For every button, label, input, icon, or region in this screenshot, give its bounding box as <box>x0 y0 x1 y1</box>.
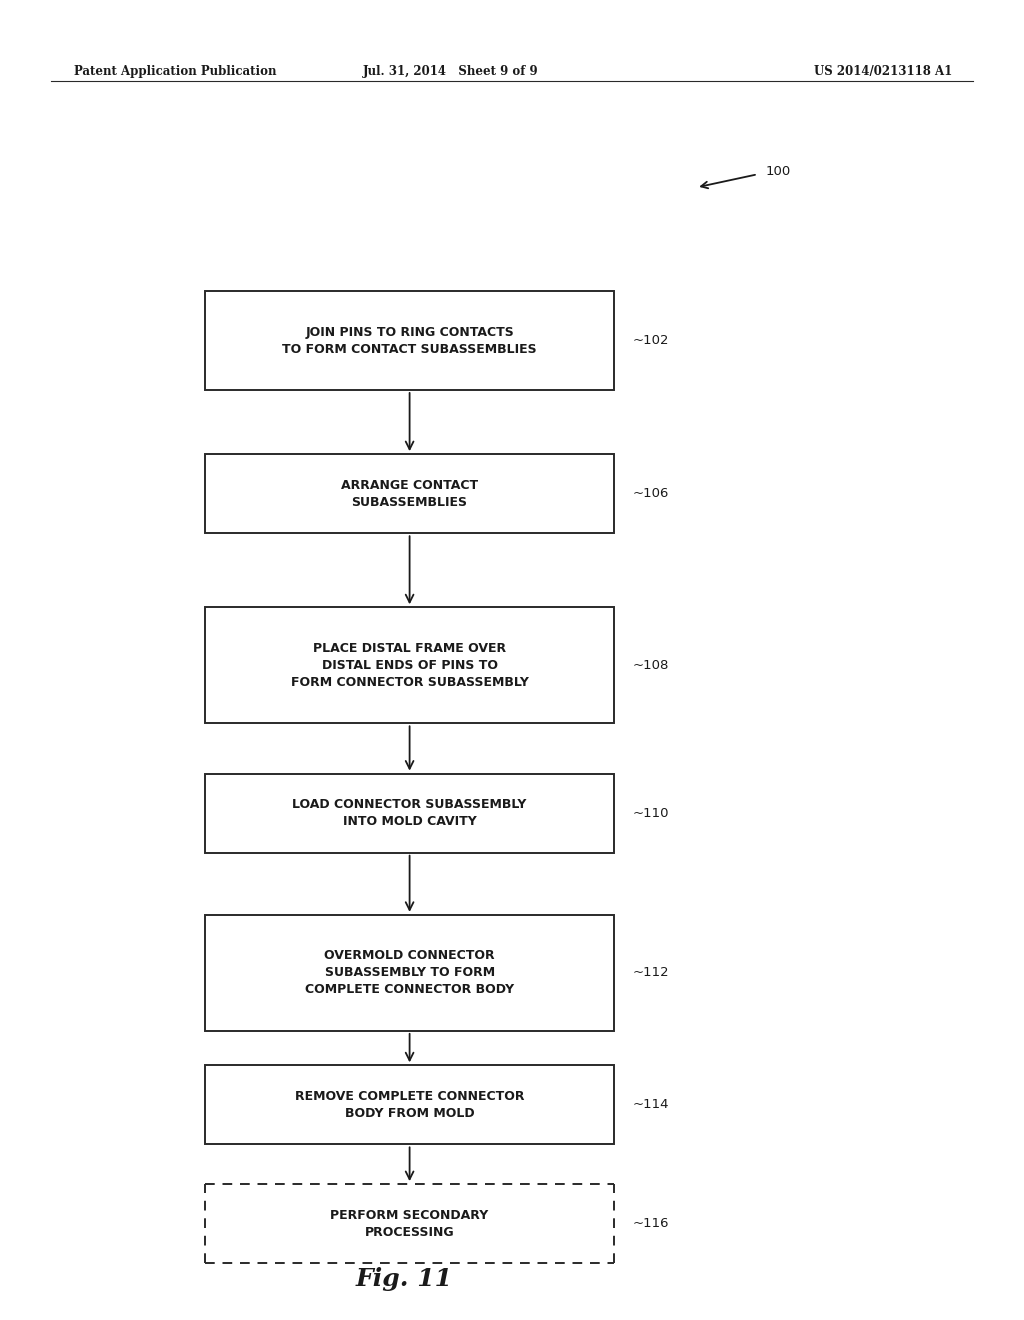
Text: Jul. 31, 2014   Sheet 9 of 9: Jul. 31, 2014 Sheet 9 of 9 <box>362 65 539 78</box>
Text: ARRANGE CONTACT
SUBASSEMBLIES: ARRANGE CONTACT SUBASSEMBLIES <box>341 479 478 508</box>
Text: ~114: ~114 <box>633 1098 670 1111</box>
Text: PLACE DISTAL FRAME OVER
DISTAL ENDS OF PINS TO
FORM CONNECTOR SUBASSEMBLY: PLACE DISTAL FRAME OVER DISTAL ENDS OF P… <box>291 642 528 689</box>
Text: ~108: ~108 <box>633 659 670 672</box>
Text: JOIN PINS TO RING CONTACTS
TO FORM CONTACT SUBASSEMBLIES: JOIN PINS TO RING CONTACTS TO FORM CONTA… <box>283 326 537 355</box>
Text: PERFORM SECONDARY
PROCESSING: PERFORM SECONDARY PROCESSING <box>331 1209 488 1238</box>
Bar <box>205 1065 614 1144</box>
Text: Patent Application Publication: Patent Application Publication <box>74 65 276 78</box>
Text: ~112: ~112 <box>633 966 670 979</box>
Bar <box>205 915 614 1031</box>
Text: ~110: ~110 <box>633 807 670 820</box>
Bar <box>205 607 614 723</box>
Text: 100: 100 <box>766 165 792 178</box>
Text: US 2014/0213118 A1: US 2014/0213118 A1 <box>814 65 952 78</box>
Bar <box>205 290 614 391</box>
Text: LOAD CONNECTOR SUBASSEMBLY
INTO MOLD CAVITY: LOAD CONNECTOR SUBASSEMBLY INTO MOLD CAV… <box>293 799 526 828</box>
Text: ~106: ~106 <box>633 487 670 500</box>
Bar <box>205 454 614 533</box>
Text: ~116: ~116 <box>633 1217 670 1230</box>
Bar <box>205 1184 614 1263</box>
Text: REMOVE COMPLETE CONNECTOR
BODY FROM MOLD: REMOVE COMPLETE CONNECTOR BODY FROM MOLD <box>295 1090 524 1119</box>
Bar <box>205 774 614 853</box>
Text: Fig. 11: Fig. 11 <box>356 1267 453 1291</box>
Text: OVERMOLD CONNECTOR
SUBASSEMBLY TO FORM
COMPLETE CONNECTOR BODY: OVERMOLD CONNECTOR SUBASSEMBLY TO FORM C… <box>305 949 514 997</box>
Text: ~102: ~102 <box>633 334 670 347</box>
